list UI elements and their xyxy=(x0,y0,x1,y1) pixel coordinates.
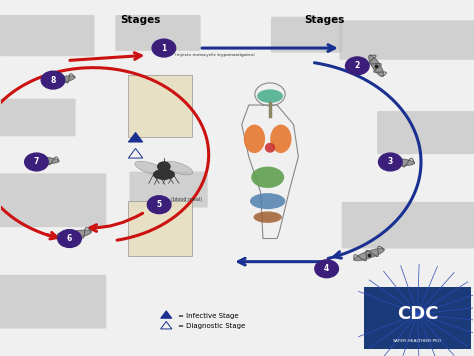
Text: 5: 5 xyxy=(156,200,162,209)
Polygon shape xyxy=(57,230,91,240)
Text: SAFER·HEALTHIER·PEO: SAFER·HEALTHIER·PEO xyxy=(393,339,442,343)
Text: = Diagnostic Stage: = Diagnostic Stage xyxy=(178,324,245,329)
Text: Stages: Stages xyxy=(120,15,161,25)
Text: 7: 7 xyxy=(34,157,39,167)
Polygon shape xyxy=(28,157,59,163)
Circle shape xyxy=(152,39,176,57)
Text: 8: 8 xyxy=(50,75,55,85)
Circle shape xyxy=(58,230,82,247)
FancyBboxPatch shape xyxy=(128,201,192,256)
Ellipse shape xyxy=(153,169,174,179)
FancyBboxPatch shape xyxy=(365,287,471,349)
Polygon shape xyxy=(45,76,75,84)
FancyBboxPatch shape xyxy=(377,111,474,154)
Circle shape xyxy=(158,162,170,171)
Ellipse shape xyxy=(265,143,275,153)
FancyBboxPatch shape xyxy=(115,15,201,51)
FancyBboxPatch shape xyxy=(0,173,106,227)
Ellipse shape xyxy=(270,125,292,153)
Polygon shape xyxy=(369,55,383,77)
Circle shape xyxy=(147,196,171,214)
Text: 2: 2 xyxy=(355,61,360,70)
Circle shape xyxy=(379,153,402,171)
FancyBboxPatch shape xyxy=(0,275,106,329)
Polygon shape xyxy=(354,248,384,261)
FancyBboxPatch shape xyxy=(339,20,474,60)
Text: = Infective Stage: = Infective Stage xyxy=(178,313,238,319)
Text: (injects metacyclic trypomastigotes): (injects metacyclic trypomastigotes) xyxy=(175,53,255,57)
Circle shape xyxy=(315,260,338,278)
Text: Stages: Stages xyxy=(304,15,345,25)
Ellipse shape xyxy=(135,161,164,175)
Ellipse shape xyxy=(251,167,284,188)
FancyBboxPatch shape xyxy=(129,172,208,208)
FancyBboxPatch shape xyxy=(271,17,342,53)
FancyBboxPatch shape xyxy=(0,99,76,136)
Ellipse shape xyxy=(257,89,283,103)
Text: CDC: CDC xyxy=(397,305,438,323)
Polygon shape xyxy=(381,158,414,166)
Ellipse shape xyxy=(254,211,282,223)
FancyBboxPatch shape xyxy=(0,15,94,56)
FancyBboxPatch shape xyxy=(128,75,192,137)
Polygon shape xyxy=(161,311,172,318)
Polygon shape xyxy=(128,132,143,142)
Text: 4: 4 xyxy=(324,264,329,273)
Circle shape xyxy=(346,57,369,75)
Ellipse shape xyxy=(244,125,265,153)
Text: 1: 1 xyxy=(161,43,166,53)
FancyBboxPatch shape xyxy=(342,202,474,248)
Text: 6: 6 xyxy=(67,234,72,243)
Text: (blood meal): (blood meal) xyxy=(171,197,202,202)
Circle shape xyxy=(25,153,48,171)
Ellipse shape xyxy=(163,161,193,175)
Text: 3: 3 xyxy=(388,157,393,167)
Circle shape xyxy=(41,71,65,89)
Ellipse shape xyxy=(250,193,285,209)
